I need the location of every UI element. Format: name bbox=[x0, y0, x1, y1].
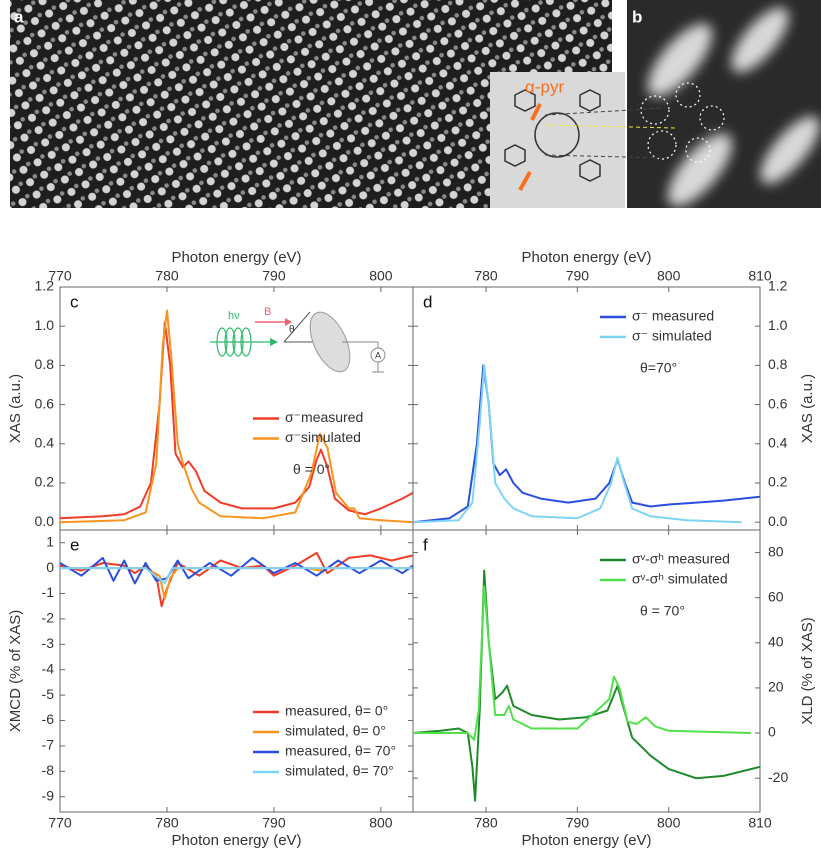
inset-label: B bbox=[264, 306, 271, 318]
x-tick-label: 780 bbox=[155, 815, 179, 831]
legend-label: σ⁻ simulated bbox=[632, 328, 712, 344]
x-tick-label: 810 bbox=[748, 268, 772, 284]
series-group bbox=[413, 569, 760, 802]
legend-label: measured, θ= 0° bbox=[285, 703, 388, 719]
y-tick-label: 0.8 bbox=[35, 356, 55, 372]
molecule-inset: α-pyr bbox=[490, 72, 676, 208]
y-tick-label: 40 bbox=[768, 634, 784, 650]
x-axis-label: Photon energy (eV) bbox=[171, 249, 301, 266]
series-group bbox=[413, 364, 760, 524]
x-axis-label: Photon energy (eV) bbox=[521, 832, 651, 849]
data-line bbox=[60, 309, 413, 524]
y-tick-label: 0.0 bbox=[35, 513, 55, 529]
y-tick-label: 0.2 bbox=[35, 474, 55, 490]
y-tick-label: 0.6 bbox=[768, 395, 788, 411]
y-axis-label: XAS (a.u.) bbox=[7, 374, 24, 443]
annotation: θ=70° bbox=[640, 360, 677, 376]
legend-label: σᵛ-σʰ measured bbox=[632, 551, 730, 567]
panel-label: b bbox=[632, 7, 642, 26]
legend-label: simulated, θ= 70° bbox=[285, 763, 394, 779]
y-tick-label: -2 bbox=[42, 610, 55, 626]
setup-inset: hν B θ A bbox=[210, 306, 386, 373]
panel-label: d bbox=[423, 292, 432, 311]
y-tick-label: -5 bbox=[42, 686, 55, 702]
inset-label: θ bbox=[289, 325, 295, 336]
y-tick-label: -8 bbox=[42, 762, 55, 778]
x-tick-label: 770 bbox=[48, 268, 72, 284]
y-tick-label: 1.0 bbox=[768, 317, 788, 333]
y-tick-label: -20 bbox=[768, 769, 788, 785]
y-tick-label: 0.8 bbox=[768, 356, 788, 372]
x-tick-label: 800 bbox=[369, 815, 393, 831]
legend-label: measured, θ= 70° bbox=[285, 743, 396, 759]
y-tick-label: -9 bbox=[42, 787, 55, 803]
data-line bbox=[413, 585, 751, 741]
legend-label: σ⁻simulated bbox=[285, 429, 361, 445]
legend-label: simulated, θ= 0° bbox=[285, 723, 386, 739]
inset-label: hν bbox=[228, 310, 240, 322]
y-axis-label: XAS (a.u.) bbox=[799, 374, 816, 443]
data-line bbox=[60, 567, 413, 585]
series-group bbox=[60, 551, 413, 608]
inset-label: A bbox=[375, 350, 381, 360]
x-axis-label: Photon energy (eV) bbox=[171, 832, 301, 849]
x-tick-label: 790 bbox=[566, 268, 590, 284]
y-tick-label: -6 bbox=[42, 711, 55, 727]
y-tick-label: -7 bbox=[42, 737, 55, 753]
x-tick-label: 800 bbox=[369, 268, 393, 284]
legend-label: σ⁻ measured bbox=[632, 308, 714, 324]
y-axis-label: XMCD (% of XAS) bbox=[7, 610, 24, 733]
x-tick-label: 770 bbox=[48, 815, 72, 831]
series-group bbox=[60, 309, 413, 524]
data-line bbox=[60, 556, 413, 585]
y-tick-label: 0.0 bbox=[768, 513, 788, 529]
panel-label: a bbox=[14, 7, 24, 26]
annotation: θ = 0° bbox=[293, 461, 330, 477]
y-tick-label: 1.0 bbox=[35, 317, 55, 333]
data-line bbox=[60, 321, 413, 520]
x-tick-label: 780 bbox=[155, 268, 179, 284]
y-tick-label: 20 bbox=[768, 679, 784, 695]
legend-label: σ⁻measured bbox=[285, 409, 363, 425]
x-tick-label: 790 bbox=[262, 268, 286, 284]
y-tick-label: 0 bbox=[768, 724, 776, 740]
plot-frame bbox=[412, 529, 761, 813]
x-tick-label: 780 bbox=[474, 815, 498, 831]
panel-label: c bbox=[70, 292, 79, 311]
x-tick-label: 780 bbox=[474, 268, 498, 284]
molecule-label: α-pyr bbox=[525, 77, 564, 96]
data-line bbox=[413, 364, 760, 524]
y-tick-label: -1 bbox=[42, 584, 55, 600]
y-tick-label: 1 bbox=[46, 533, 54, 549]
y-tick-label: 0.4 bbox=[768, 434, 788, 450]
x-tick-label: 800 bbox=[657, 268, 681, 284]
y-tick-label: -4 bbox=[42, 660, 55, 676]
x-tick-label: 790 bbox=[262, 815, 286, 831]
data-line bbox=[413, 364, 742, 524]
y-tick-label: 60 bbox=[768, 588, 784, 604]
y-tick-label: 1.2 bbox=[35, 278, 55, 294]
panel-label: f bbox=[423, 535, 428, 554]
x-tick-label: 790 bbox=[566, 815, 590, 831]
y-tick-label: 0.6 bbox=[35, 395, 55, 411]
y-axis-label: XLD (% of XAS) bbox=[799, 617, 816, 725]
y-tick-label: 1.2 bbox=[768, 278, 788, 294]
panel-label: e bbox=[70, 535, 79, 554]
y-tick-label: 0.4 bbox=[35, 434, 55, 450]
x-tick-label: 800 bbox=[657, 815, 681, 831]
x-tick-label: 810 bbox=[748, 815, 772, 831]
data-line bbox=[413, 569, 760, 802]
y-tick-label: -3 bbox=[42, 635, 55, 651]
annotation: θ = 70° bbox=[640, 603, 685, 619]
y-tick-label: 0 bbox=[46, 559, 54, 575]
stm-image-b bbox=[627, 0, 821, 208]
legend-label: σᵛ-σʰ simulated bbox=[632, 571, 728, 587]
y-tick-label: 0.2 bbox=[768, 474, 788, 490]
y-tick-label: 80 bbox=[768, 543, 784, 559]
x-axis-label: Photon energy (eV) bbox=[521, 249, 651, 266]
